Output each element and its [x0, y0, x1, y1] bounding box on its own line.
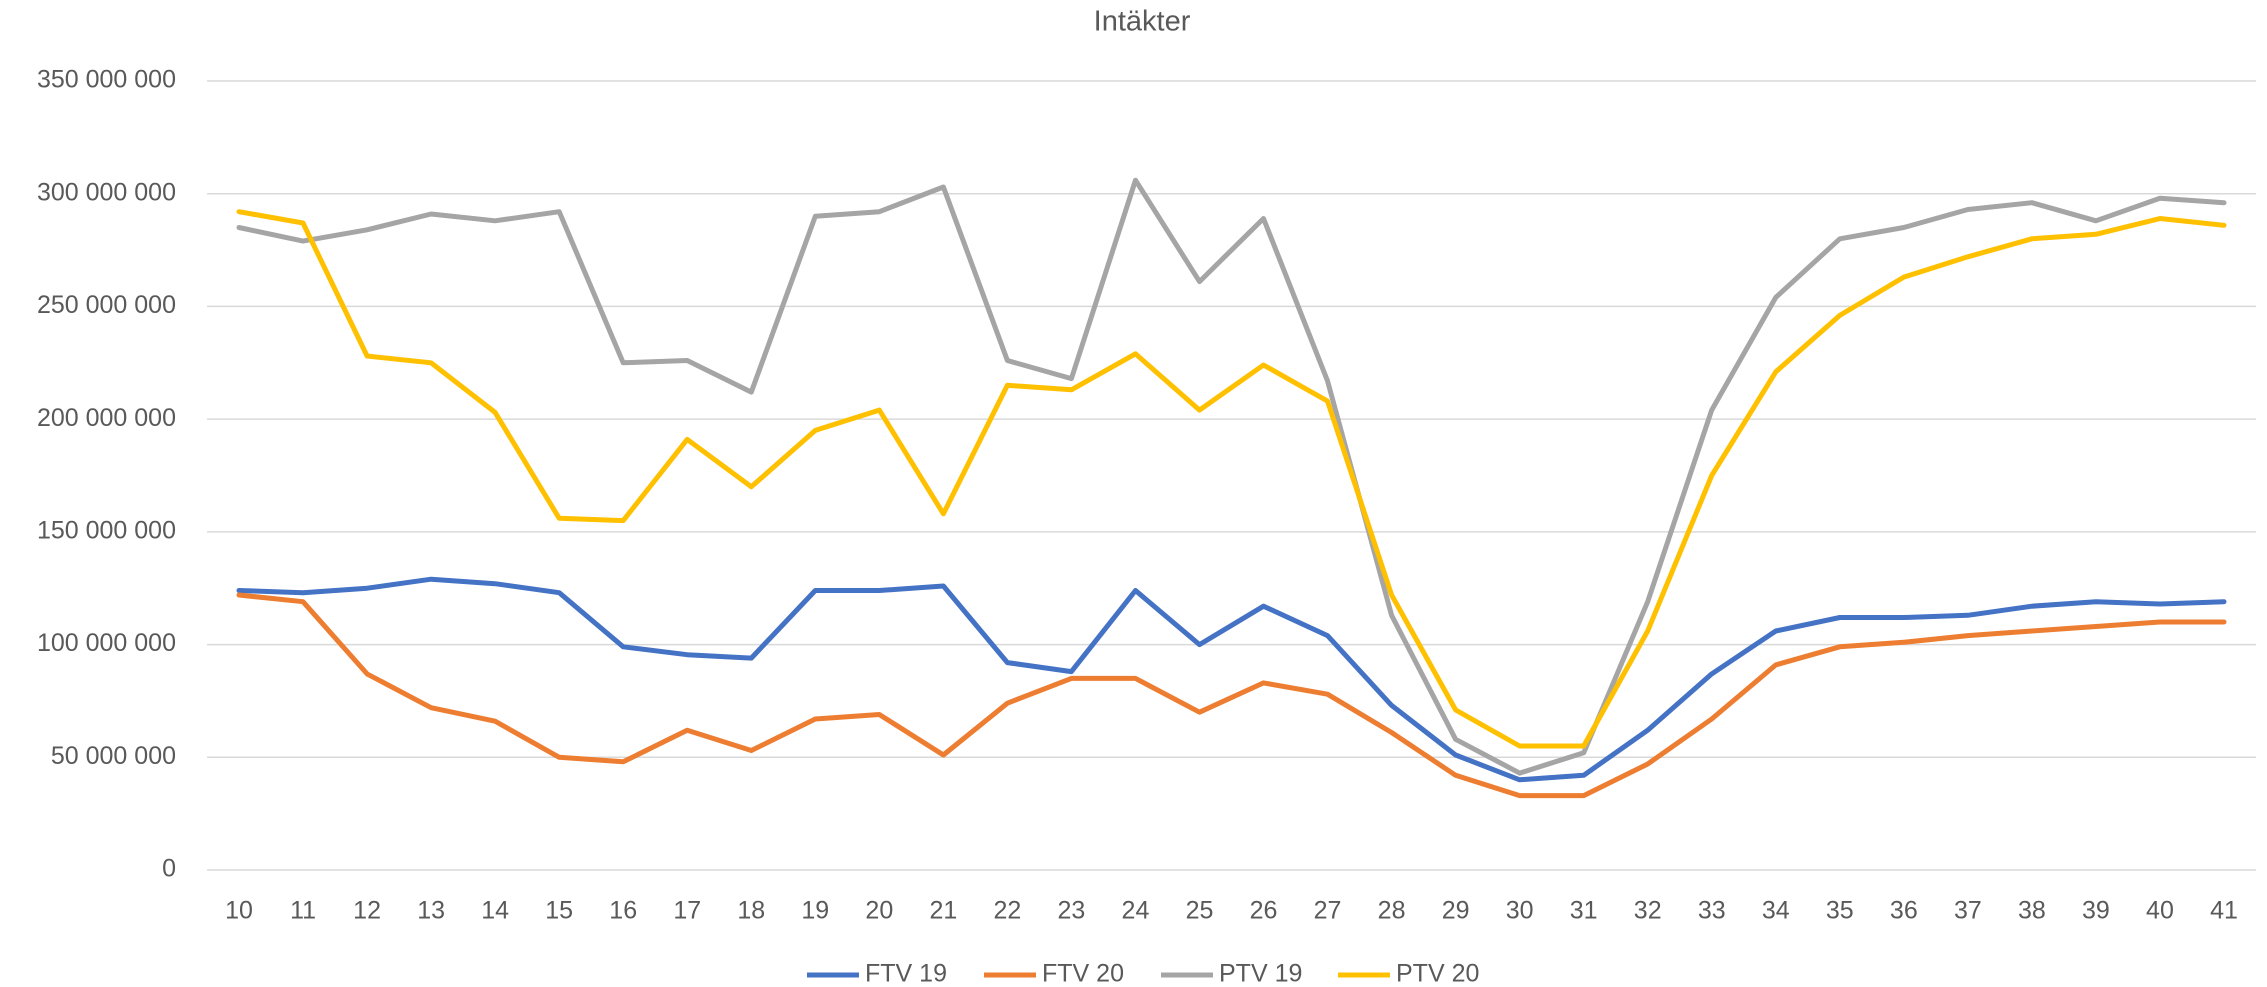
x-tick-label: 25 — [1186, 897, 1214, 925]
x-tick-label: 10 — [225, 897, 253, 925]
legend-label: FTV 19 — [865, 960, 947, 987]
line-series — [236, 592, 2227, 799]
x-tick-label: 31 — [1570, 897, 1598, 925]
x-tick-label: 21 — [929, 897, 957, 925]
y-tick-label: 100 000 000 — [37, 629, 176, 657]
y-tick-label: 300 000 000 — [37, 178, 176, 206]
line-series — [236, 177, 2227, 776]
y-tick-label: 50 000 000 — [51, 742, 176, 770]
x-tick-label: 33 — [1698, 897, 1726, 925]
x-tick-label: 16 — [609, 897, 637, 925]
x-tick-label: 19 — [801, 897, 829, 925]
x-tick-label: 36 — [1890, 897, 1918, 925]
x-tick-label: 26 — [1250, 897, 1278, 925]
x-tick-label: 41 — [2210, 897, 2238, 925]
x-tick-label: 18 — [737, 897, 765, 925]
y-tick-label: 150 000 000 — [37, 516, 176, 544]
x-tick-label: 30 — [1506, 897, 1534, 925]
x-tick-label: 12 — [353, 897, 381, 925]
legend-label: PTV 20 — [1396, 960, 1479, 987]
y-tick-label: 200 000 000 — [37, 404, 176, 432]
x-tick-label: 17 — [673, 897, 701, 925]
legend-label: FTV 20 — [1042, 960, 1124, 987]
x-tick-label: 35 — [1826, 897, 1854, 925]
x-tick-label: 22 — [993, 897, 1021, 925]
x-tick-label: 14 — [481, 897, 509, 925]
x-tick-label: 38 — [2018, 897, 2046, 925]
x-tick-label: 40 — [2146, 897, 2174, 925]
y-tick-label: 250 000 000 — [37, 291, 176, 319]
x-tick-label: 39 — [2082, 897, 2110, 925]
x-tick-label: 34 — [1762, 897, 1790, 925]
x-tick-label: 23 — [1058, 897, 1086, 925]
x-tick-label: 20 — [865, 897, 893, 925]
y-tick-label: 0 — [162, 855, 176, 883]
y-tick-label: 350 000 000 — [37, 66, 176, 94]
x-tick-label: 11 — [290, 897, 316, 925]
x-tick-label: 15 — [545, 897, 573, 925]
x-tick-label: 28 — [1378, 897, 1406, 925]
chart-title: Intäkter — [1094, 6, 1191, 38]
x-tick-label: 32 — [1634, 897, 1662, 925]
x-tick-label: 29 — [1442, 897, 1470, 925]
line-series — [236, 209, 2227, 749]
line-series — [236, 576, 2227, 783]
x-tick-label: 24 — [1122, 897, 1150, 925]
x-tick-label: 27 — [1314, 897, 1342, 925]
x-tick-label: 13 — [417, 897, 445, 925]
x-tick-label: 37 — [1954, 897, 1982, 925]
legend-label: PTV 19 — [1219, 960, 1302, 987]
